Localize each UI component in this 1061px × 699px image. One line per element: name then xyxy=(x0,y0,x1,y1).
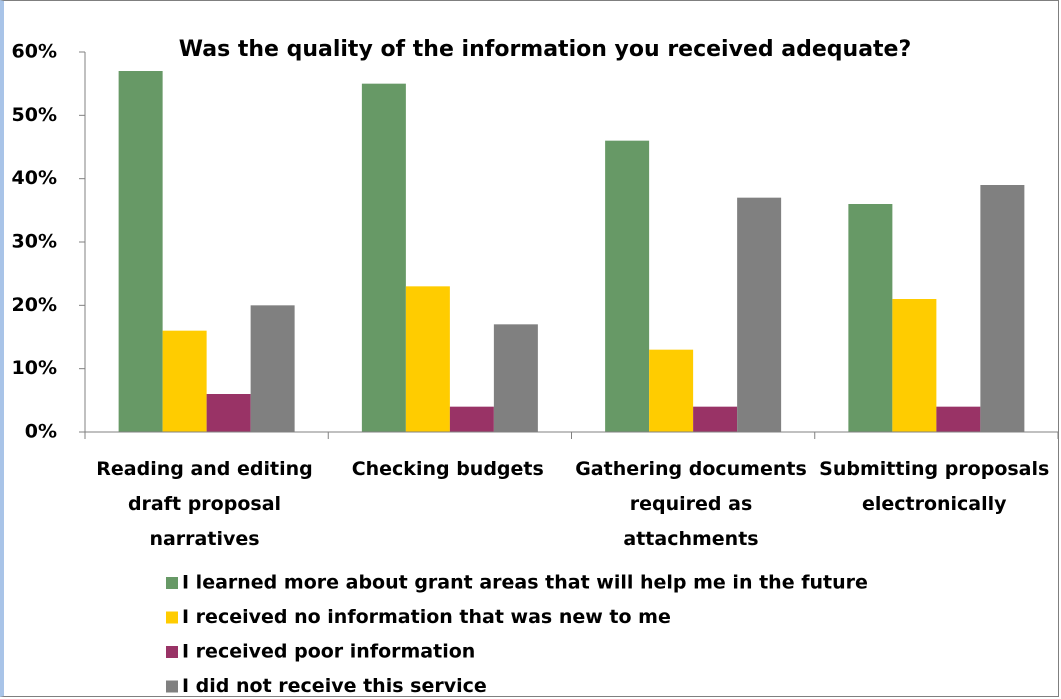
legend-swatch xyxy=(166,611,178,624)
bar xyxy=(693,406,738,432)
bar xyxy=(649,349,694,432)
legend-label: I learned more about grant areas that wi… xyxy=(182,572,868,594)
legend-label: I did not receive this service xyxy=(182,675,487,697)
legend-swatch xyxy=(166,680,178,693)
bar xyxy=(162,330,207,432)
bar xyxy=(493,324,538,432)
y-tick-label: 20% xyxy=(12,294,57,316)
x-tick-label: Gathering documents required as attachme… xyxy=(575,458,807,550)
legend-swatch xyxy=(166,646,178,658)
legend-label: I received no information that was new t… xyxy=(182,606,671,628)
legend-swatch xyxy=(166,577,178,589)
bar xyxy=(250,305,295,432)
y-tick-label: 10% xyxy=(12,357,57,379)
y-tick-label: 40% xyxy=(12,167,57,189)
bar xyxy=(737,197,782,432)
bar xyxy=(980,185,1025,432)
chart-title: Was the quality of the information you r… xyxy=(179,37,912,62)
bar xyxy=(361,83,406,433)
bar xyxy=(118,71,163,432)
bar xyxy=(936,406,981,432)
legend-label: I received poor information xyxy=(182,641,475,663)
y-tick-label: 50% xyxy=(12,104,57,126)
x-tick-label: Submitting proposals electronically xyxy=(819,458,1050,515)
y-tick-label: 0% xyxy=(25,421,57,443)
x-tick-label: Reading and editing draft proposal narra… xyxy=(96,458,313,550)
bar xyxy=(405,286,450,432)
bar xyxy=(605,140,650,432)
y-tick-label: 60% xyxy=(12,41,57,63)
bar xyxy=(848,204,893,432)
x-tick-label: Checking budgets xyxy=(351,458,544,480)
bar xyxy=(892,299,937,432)
y-tick-label: 30% xyxy=(12,231,57,253)
bar xyxy=(206,394,251,432)
bar xyxy=(449,406,494,432)
